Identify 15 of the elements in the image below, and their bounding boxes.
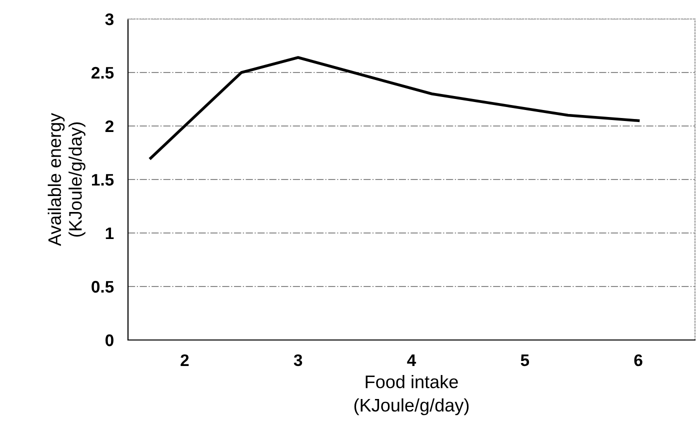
x-axis-title: Food intake (KJoule/g/day) bbox=[354, 374, 469, 416]
y-tick-label: 3 bbox=[105, 13, 114, 26]
y-tick-label: 2 bbox=[105, 120, 114, 132]
x-tick-label: 3 bbox=[294, 354, 302, 366]
x-tick-label: 2 bbox=[180, 354, 189, 366]
x-tick-label: 6 bbox=[634, 354, 642, 366]
x-tick-label: 5 bbox=[520, 354, 530, 366]
line-series bbox=[149, 56, 640, 160]
y-axis-title: Available energy (KJoule/g/day) bbox=[48, 112, 86, 246]
y-tick-label: 0.5 bbox=[92, 280, 114, 293]
y-tick-label: 0 bbox=[106, 334, 114, 346]
y-tick-label: 2.5 bbox=[92, 66, 114, 79]
x-tick-label: 4 bbox=[407, 354, 416, 366]
y-tick-label: 1.5 bbox=[92, 174, 114, 186]
y-tick-label: 1 bbox=[106, 228, 114, 240]
